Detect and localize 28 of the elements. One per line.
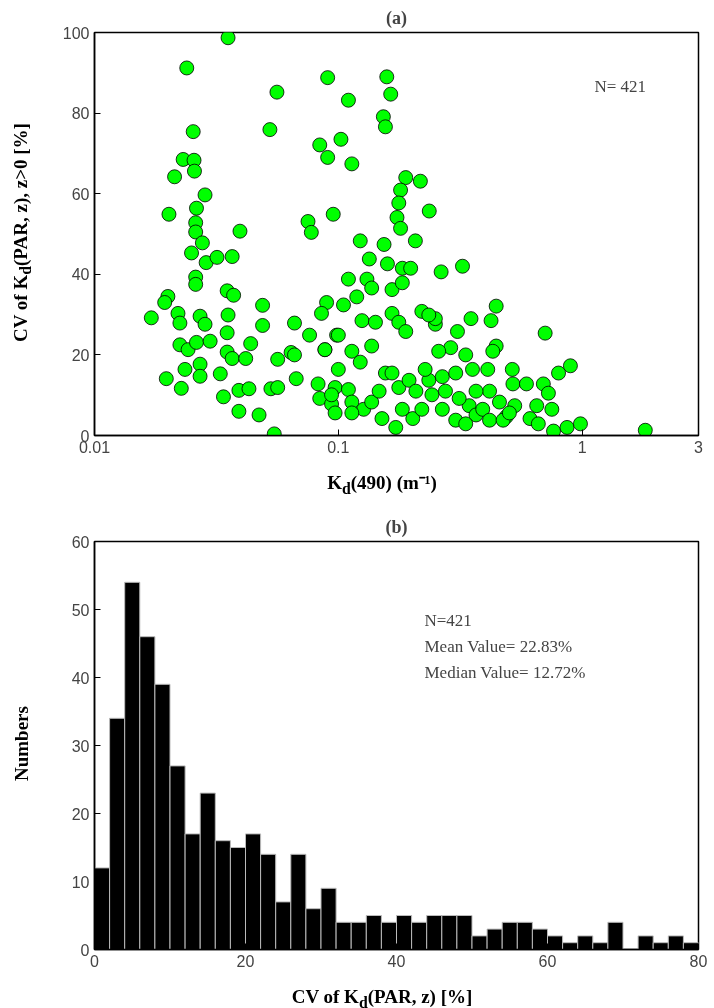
annotation: Median Value= 12.72%: [424, 662, 586, 682]
y-tick-label: 40: [71, 266, 90, 284]
y-tick-label: 50: [71, 601, 90, 619]
x-tick-label: 40: [387, 952, 406, 970]
annotation: N=421: [424, 610, 472, 630]
annotation: Mean Value= 22.83%: [424, 636, 573, 656]
x-tick-label: 60: [538, 952, 557, 970]
y-tick-label: 10: [71, 873, 90, 891]
y-tick-label: 30: [71, 737, 90, 755]
x-tick-label: 3: [694, 438, 704, 456]
x-tick-label: 80: [689, 952, 708, 970]
y-axis-title: Numbers: [10, 706, 34, 782]
annotation: N= 421: [594, 76, 647, 96]
y-tick-label: 80: [71, 105, 90, 123]
y-tick-label: 0: [80, 941, 90, 959]
y-tick-label: 20: [71, 805, 90, 823]
x-tick-label: 20: [236, 952, 255, 970]
x-tick-label: 0.1: [327, 438, 350, 456]
chart-title: (a): [386, 7, 408, 29]
x-axis-title: K$_{d}$(490) (m⁻¹): [327, 471, 437, 500]
y-tick-label: 20: [71, 346, 90, 364]
x-tick-label: 1: [577, 438, 587, 456]
y-tick-label: 60: [71, 185, 90, 203]
y-tick-label: 40: [71, 669, 90, 687]
x-axis-title: CV of K$_{d}$(PAR, z) [%]: [291, 985, 473, 1008]
y-tick-label: 60: [71, 533, 90, 551]
chart-title: (b): [385, 516, 408, 538]
y-tick-label: 100: [62, 24, 90, 42]
